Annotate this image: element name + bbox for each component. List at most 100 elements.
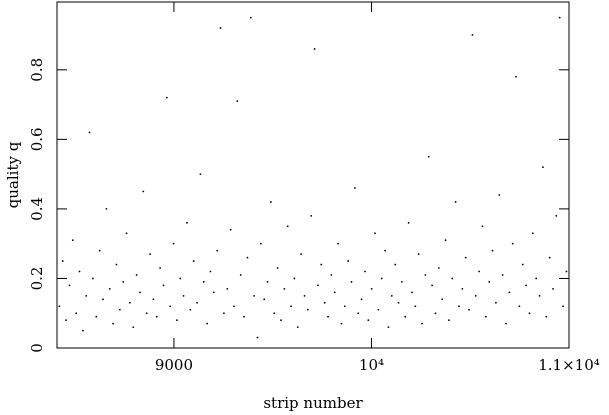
point	[310, 214, 313, 217]
point	[323, 301, 326, 304]
point	[202, 281, 205, 283]
point	[548, 256, 551, 259]
point	[347, 260, 350, 262]
y-tick-label: 0.6	[28, 127, 46, 151]
point	[538, 294, 541, 297]
point	[400, 281, 403, 283]
point	[367, 319, 370, 322]
point	[169, 305, 172, 308]
point	[531, 232, 534, 235]
point	[296, 326, 299, 329]
point	[162, 284, 165, 287]
point	[542, 166, 544, 169]
y-tick-label: 0	[28, 343, 46, 353]
point	[223, 312, 225, 315]
point	[118, 308, 121, 311]
point	[286, 225, 289, 228]
point	[212, 291, 215, 294]
point	[555, 214, 558, 217]
point	[88, 131, 91, 134]
point	[256, 336, 259, 339]
point	[491, 249, 494, 252]
y-tick-label: 0.4	[28, 197, 46, 221]
point	[263, 298, 266, 301]
point	[364, 270, 366, 273]
point	[357, 312, 360, 315]
point	[280, 319, 282, 322]
point	[293, 277, 296, 280]
point	[427, 155, 430, 158]
point	[306, 308, 309, 311]
point	[270, 201, 272, 203]
point	[565, 270, 568, 273]
point	[85, 294, 88, 297]
point	[81, 329, 84, 332]
point	[159, 267, 162, 269]
point	[484, 315, 487, 318]
point	[421, 322, 423, 325]
point	[239, 274, 242, 276]
point	[343, 305, 346, 308]
point	[333, 291, 336, 294]
point	[498, 194, 501, 196]
point	[441, 298, 444, 301]
point	[266, 281, 269, 283]
point	[390, 294, 393, 297]
point	[71, 239, 74, 242]
point	[417, 253, 420, 256]
point	[411, 291, 413, 294]
point	[380, 277, 383, 280]
point	[562, 305, 564, 308]
point	[259, 242, 262, 245]
point	[290, 305, 292, 308]
point	[233, 305, 235, 308]
point	[145, 312, 148, 315]
point	[350, 281, 353, 283]
point	[518, 305, 521, 308]
point	[458, 305, 460, 308]
point	[444, 239, 447, 242]
point	[374, 232, 376, 235]
point	[95, 315, 98, 318]
point	[300, 253, 303, 256]
point	[454, 201, 457, 203]
point	[535, 277, 538, 280]
point	[474, 294, 477, 297]
point	[528, 312, 531, 315]
point	[360, 298, 363, 301]
point	[313, 48, 316, 50]
point	[125, 232, 128, 235]
point	[468, 308, 470, 311]
point	[337, 242, 339, 245]
point	[192, 260, 195, 262]
point	[135, 274, 138, 276]
point	[105, 208, 108, 210]
point	[387, 326, 390, 329]
point	[65, 319, 67, 322]
point	[216, 249, 219, 252]
point	[407, 221, 410, 224]
point	[377, 308, 380, 311]
point	[276, 267, 279, 269]
y-tick-label: 0.8	[28, 58, 46, 82]
point	[176, 319, 178, 322]
point	[236, 100, 239, 103]
point	[340, 322, 343, 325]
point	[98, 249, 101, 252]
point	[414, 305, 417, 308]
point	[172, 242, 175, 245]
point	[273, 312, 276, 315]
point	[394, 263, 397, 266]
point	[58, 305, 61, 308]
point	[68, 284, 71, 287]
point	[61, 260, 64, 262]
point	[404, 315, 407, 318]
y-tick-label: 0.2	[28, 267, 46, 291]
y-axis-label: quality q	[4, 141, 22, 208]
point	[471, 34, 474, 36]
point	[179, 277, 182, 280]
point	[142, 190, 145, 193]
point	[495, 301, 497, 304]
point	[478, 270, 481, 273]
